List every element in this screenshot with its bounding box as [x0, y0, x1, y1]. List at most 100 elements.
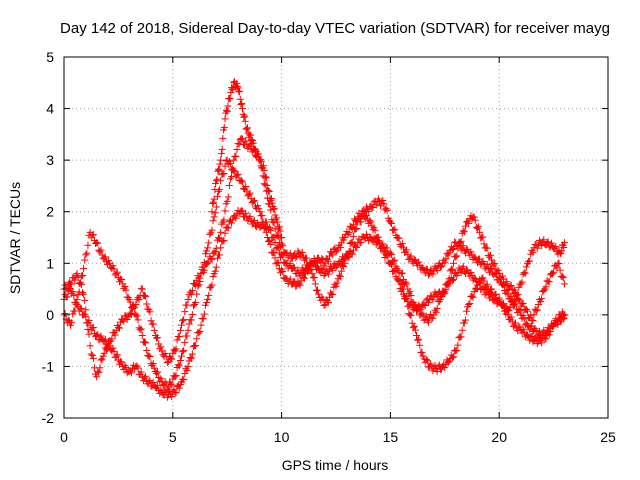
data-point — [450, 275, 458, 283]
data-point — [122, 364, 130, 372]
data-point — [307, 265, 315, 273]
data-point — [138, 331, 146, 339]
data-point — [438, 262, 446, 270]
data-point — [535, 328, 543, 336]
data-point — [126, 309, 134, 317]
data-point — [133, 312, 141, 320]
data-point — [94, 367, 102, 375]
data-point — [435, 361, 443, 369]
data-point — [436, 263, 444, 271]
data-point — [329, 251, 337, 259]
data-point — [83, 319, 91, 327]
data-point — [273, 231, 281, 239]
data-point — [410, 255, 418, 263]
data-point — [348, 238, 356, 246]
x-axis-label: GPS time / hours — [282, 457, 389, 473]
data-point — [464, 267, 472, 275]
data-point — [161, 349, 169, 357]
data-point — [217, 228, 225, 236]
data-point — [230, 156, 238, 164]
data-point — [448, 354, 456, 362]
data-point — [353, 225, 361, 233]
data-point — [196, 327, 204, 335]
data-point — [298, 248, 306, 256]
data-point — [465, 219, 473, 227]
data-point — [560, 243, 568, 251]
y-tick-label: 3 — [46, 152, 54, 168]
data-point — [86, 342, 94, 350]
data-point — [88, 324, 96, 332]
data-point — [172, 389, 180, 397]
data-point — [546, 327, 554, 335]
data-point — [278, 234, 286, 241]
data-point — [476, 279, 484, 287]
data-point — [528, 316, 536, 324]
data-point — [278, 266, 286, 274]
data-point — [467, 268, 475, 276]
data-point — [324, 298, 332, 306]
data-point — [415, 258, 423, 266]
data-point — [387, 219, 395, 227]
data-point — [97, 356, 105, 364]
data-point — [210, 249, 218, 257]
data-point — [460, 319, 468, 327]
data-point — [249, 139, 257, 147]
data-point — [300, 274, 308, 282]
data-point — [131, 304, 139, 312]
data-point — [271, 254, 279, 262]
data-point — [251, 146, 259, 154]
data-point — [441, 364, 449, 372]
data-point — [218, 145, 226, 153]
data-point — [157, 343, 165, 351]
data-point — [544, 238, 552, 246]
data-point — [241, 112, 249, 120]
data-point — [222, 157, 230, 165]
data-point — [332, 282, 340, 290]
data-point — [505, 307, 513, 315]
data-point — [519, 299, 527, 307]
data-point — [461, 316, 469, 324]
data-point — [320, 261, 328, 269]
data-point — [72, 300, 80, 308]
data-point — [94, 330, 102, 338]
data-point — [234, 84, 242, 92]
data-point — [432, 308, 440, 316]
data-point — [262, 173, 270, 181]
data-point — [433, 267, 441, 275]
data-point — [398, 240, 406, 248]
data-point — [83, 249, 91, 257]
data-point — [180, 376, 188, 384]
data-point — [460, 228, 468, 236]
data-point — [63, 285, 71, 293]
data-point — [181, 339, 189, 347]
data-point — [507, 281, 515, 289]
data-point — [271, 211, 279, 219]
data-point — [420, 301, 428, 309]
data-point — [195, 329, 203, 337]
data-point — [246, 189, 254, 197]
data-point — [267, 240, 275, 248]
data-point — [555, 260, 563, 268]
data-point — [206, 230, 214, 238]
data-point — [122, 286, 130, 294]
data-point — [70, 292, 78, 300]
data-point — [374, 233, 382, 241]
data-point — [299, 274, 307, 282]
data-point — [137, 325, 145, 333]
data-point — [447, 265, 455, 273]
data-point — [236, 88, 244, 96]
data-point — [559, 310, 567, 318]
data-point — [75, 288, 83, 296]
data-point — [410, 322, 418, 330]
data-point — [492, 295, 500, 303]
data-point — [483, 244, 491, 252]
data-point — [391, 267, 399, 275]
data-point — [110, 348, 118, 356]
data-point — [414, 336, 422, 344]
data-point — [468, 292, 476, 300]
data-point — [503, 303, 511, 311]
data-point — [279, 242, 287, 250]
data-point — [491, 260, 499, 268]
data-point — [391, 256, 399, 264]
y-tick-label: 4 — [46, 101, 54, 117]
